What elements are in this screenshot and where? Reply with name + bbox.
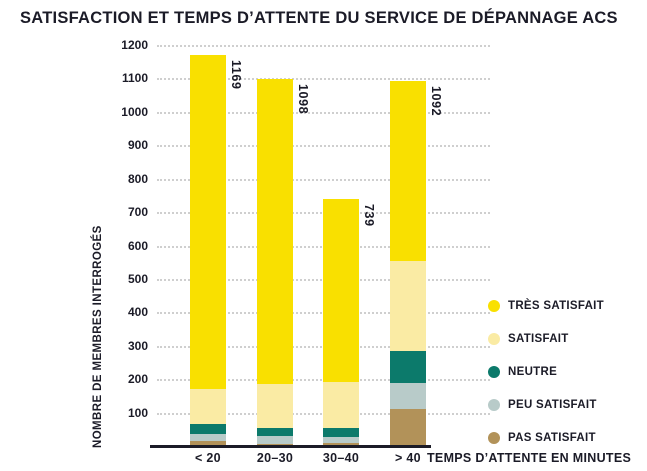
x-tick-label: 30–40 (322, 451, 360, 465)
legend-label: PEU SATISFAIT (508, 399, 597, 411)
legend-item: NEUTRE (488, 365, 557, 379)
legend-swatch-icon (488, 432, 500, 444)
legend-swatch-icon (488, 300, 500, 312)
chart-title: SATISFACTION ET TEMPS D’ATTENTE DU SERVI… (20, 9, 618, 27)
bar-segment (323, 436, 359, 443)
bar-2 (257, 79, 293, 446)
bar-total-label: 1169 (229, 60, 243, 90)
bar-segment (390, 81, 426, 261)
legend-item: PEU SATISFAIT (488, 398, 597, 412)
legend-label: PAS SATISFAIT (508, 432, 596, 444)
gridline-800 (157, 178, 490, 181)
bar-total-label: 1092 (429, 86, 443, 117)
bar-segment (190, 434, 226, 441)
y-tick-label: 800 (127, 171, 148, 186)
x-tick-label: < 20 (195, 451, 221, 465)
legend-swatch-icon (488, 366, 500, 378)
y-tick-label: 1100 (121, 71, 148, 86)
legend-item: PAS SATISFAIT (488, 431, 596, 445)
legend-label: NEUTRE (508, 366, 558, 378)
bar-segment (190, 55, 226, 390)
legend-label: TRÈS SATISFAIT (508, 300, 604, 312)
bar-segment (323, 442, 359, 446)
bar-segment (257, 79, 293, 385)
legend-swatch-icon (488, 399, 500, 411)
x-axis-line (150, 445, 431, 448)
bar-3 (323, 199, 359, 446)
legend-swatch-icon (488, 333, 500, 345)
y-tick-label: 600 (127, 238, 148, 253)
bar-segment (323, 381, 359, 429)
gridline-900 (157, 145, 490, 148)
bar-segment (390, 382, 426, 410)
legend-item: TRÈS SATISFAIT (488, 299, 604, 313)
y-tick-label: 900 (127, 138, 148, 153)
x-tick-label: 20–30 (256, 451, 294, 465)
bar-segment (257, 427, 293, 436)
x-axis-title: TEMPS D’ATTENTE EN MINUTES (427, 451, 632, 465)
bar-segment (390, 409, 426, 446)
legend-label: SATISFAIT (508, 333, 569, 345)
bar-segment (323, 199, 359, 382)
bar-segment (190, 424, 226, 435)
bar-segment (390, 350, 426, 383)
y-tick-label: 700 (127, 205, 148, 220)
gridline-1100 (157, 78, 490, 81)
y-tick-label: 500 (127, 271, 148, 286)
bar-segment (390, 260, 426, 351)
gridline-1200 (157, 45, 490, 47)
gridline-1000 (157, 111, 490, 114)
bar-4 (390, 81, 426, 446)
bar-1 (190, 55, 226, 446)
bar-segment (257, 384, 293, 428)
bar-segment (257, 435, 293, 445)
bar-total-label: 739 (362, 204, 376, 227)
bar-segment (190, 440, 226, 446)
y-tick-label: 200 (127, 372, 148, 387)
legend-item: SATISFAIT (488, 332, 569, 346)
bar-segment (190, 389, 226, 425)
y-tick-label: 100 (127, 405, 148, 420)
y-tick-label: 300 (127, 338, 148, 353)
y-tick-label: 1000 (121, 104, 148, 119)
y-tick-label: 400 (127, 305, 148, 320)
y-tick-label: 1200 (121, 38, 148, 52)
bar-segment (323, 428, 359, 437)
x-tick-label: > 40 (395, 451, 421, 465)
bar-total-label: 1098 (296, 84, 310, 115)
